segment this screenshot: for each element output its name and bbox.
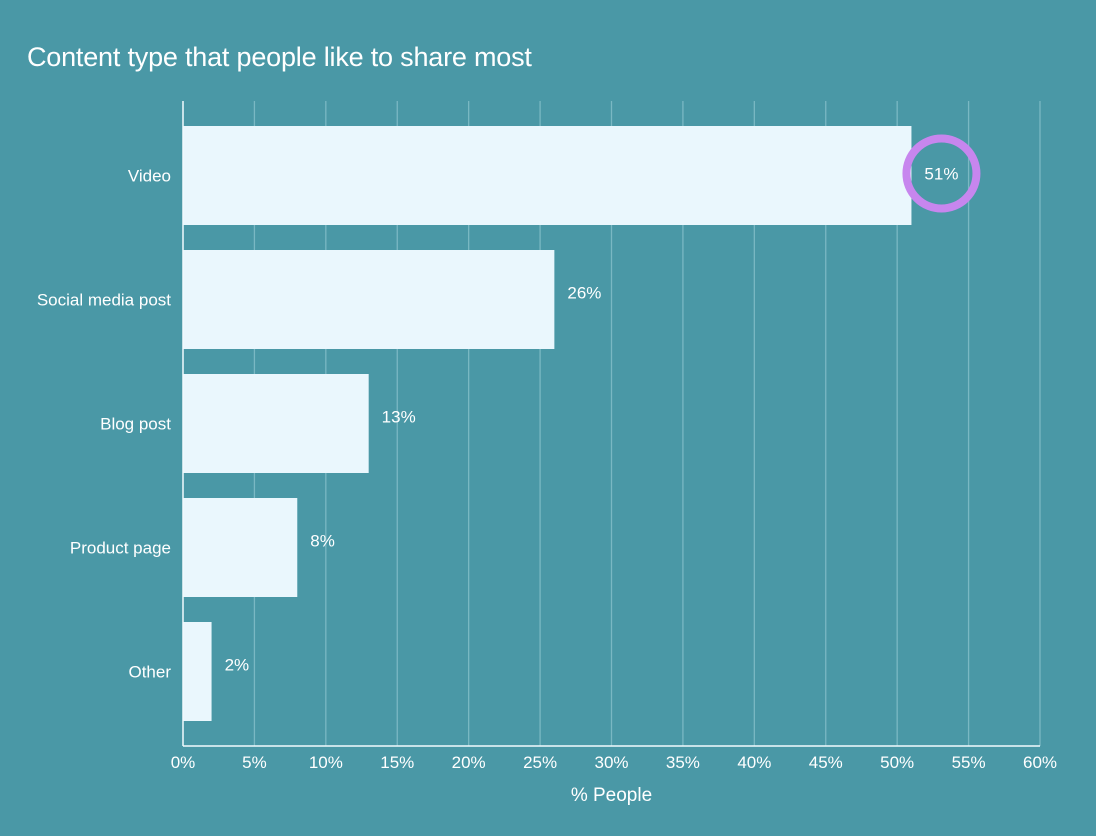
category-label: Other [128, 663, 171, 682]
data-label: 51% [924, 165, 958, 184]
bar-social-media-post [183, 250, 555, 349]
x-tick-label: 45% [809, 753, 843, 772]
chart-title: Content type that people like to share m… [27, 42, 532, 72]
x-tick-label: 35% [666, 753, 700, 772]
data-label: 26% [567, 284, 601, 303]
x-tick-label: 15% [380, 753, 414, 772]
category-label: Product page [70, 539, 171, 558]
data-label: 2% [225, 656, 250, 675]
category-label: Blog post [100, 415, 171, 434]
x-tick-label: 20% [452, 753, 486, 772]
x-tick-label: 10% [309, 753, 343, 772]
x-tick-label: 30% [594, 753, 628, 772]
bar-other [183, 622, 212, 721]
x-tick-label: 60% [1023, 753, 1057, 772]
x-tick-label: 55% [952, 753, 986, 772]
bar-video [183, 126, 912, 225]
bar-blog-post [183, 374, 369, 473]
x-axis-title: % People [571, 785, 652, 806]
x-tick-label: 50% [880, 753, 914, 772]
x-tick-label: 5% [242, 753, 267, 772]
data-label: 8% [310, 532, 335, 551]
x-tick-label: 40% [737, 753, 771, 772]
highlight-circle [902, 134, 981, 213]
category-label: Social media post [37, 291, 171, 310]
x-tick-label: 25% [523, 753, 557, 772]
x-tick-label: 0% [171, 753, 196, 772]
bar-product-page [183, 498, 298, 597]
data-label: 13% [382, 408, 416, 427]
category-label: Video [128, 167, 171, 186]
